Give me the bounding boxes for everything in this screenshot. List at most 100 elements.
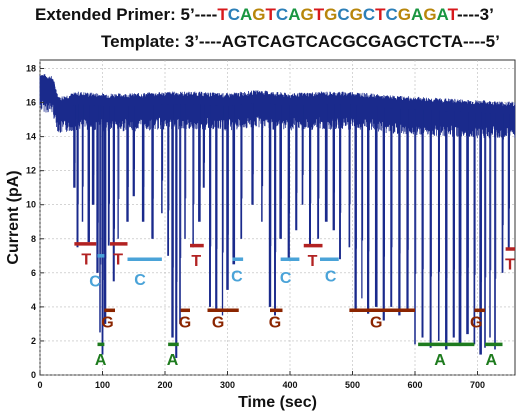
current-spike-61 [473,112,476,345]
extended-primer-sequence: Extended Primer: 5’----TCAGTCAGTGCGCTCGA… [0,5,525,25]
current-spike-25 [209,105,211,307]
current-spike-38 [301,105,304,205]
current-spike-1 [76,104,79,248]
current-spike-19 [175,104,178,358]
current-spike-32 [261,102,263,222]
y-tick-label-14: 14 [26,132,36,142]
x-tick-label-100: 100 [95,380,110,390]
primer-base-6: A [288,5,301,24]
current-spike-42 [332,104,335,231]
current-spike-66 [501,113,504,273]
level-label-C-12: C [280,270,292,287]
current-spike-33 [268,103,272,307]
current-spike-0 [73,105,76,188]
x-tick-label-400: 400 [282,380,297,390]
current-spike-4 [91,105,95,205]
primer-base-5: C [275,5,289,24]
primer-base-18: A [436,5,448,24]
current-spike-34 [274,104,276,316]
current-spike-45 [354,104,357,311]
current-spike-17 [167,104,170,256]
level-label-G-11: G [269,314,281,331]
current-spike-14 [141,105,145,222]
y-tick-label-8: 8 [31,234,36,244]
current-spike-13 [132,105,135,197]
level-label-G-7: G [179,314,191,331]
x-tick-label-200: 200 [157,380,172,390]
current-spike-48 [374,106,378,307]
current-spike-2 [81,104,84,222]
level-label-G-9: G [212,314,224,331]
current-spike-6 [99,105,101,333]
current-spike-53 [414,109,416,345]
y-tick-label-16: 16 [26,98,36,108]
current-spike-63 [484,113,486,348]
primer-base-1: C [227,5,240,24]
current-spike-58 [452,111,455,338]
level-label-A-18: A [485,352,497,369]
current-spike-22 [192,104,194,248]
y-tick-label-0: 0 [31,370,36,380]
current-spike-36 [287,105,290,260]
current-spike-57 [445,111,448,350]
current-spike-41 [324,104,328,222]
level-label-G-17: G [470,314,482,331]
current-spike-47 [367,105,370,314]
y-tick-label-2: 2 [31,336,36,346]
primer-base-13: T [375,5,386,24]
current-spike-37 [295,105,298,231]
primer-label: Extended Primer: [35,5,176,24]
level-label-A-3: A [95,352,107,369]
level-label-T-19: T [505,256,515,273]
level-label-G-15: G [370,314,382,331]
current-spike-7 [101,105,104,355]
current-spike-16 [161,104,163,214]
current-spike-52 [406,108,409,311]
current-spike-23 [198,104,201,222]
current-spike-5 [96,105,99,273]
y-tick-label-10: 10 [26,200,36,210]
level-label-A-16: A [434,352,446,369]
current-spike-11 [117,105,119,239]
current-spike-62 [479,112,482,355]
level-label-C-10: C [231,268,243,285]
primer-base-12: C [362,5,376,24]
level-label-T-8: T [191,253,201,270]
x-axis-label: Time (sec) [238,394,317,411]
x-tick-label-0: 0 [37,380,42,390]
current-spike-46 [361,105,363,299]
current-spike-27 [221,105,224,316]
primer-base-9: G [324,5,338,24]
level-label-A-6: A [167,352,179,369]
current-spike-50 [390,108,393,307]
y-tick-label-4: 4 [31,302,36,312]
current-spike-54 [421,109,424,338]
primer-base-10: C [337,5,350,24]
level-label-G-2: G [101,314,113,331]
level-label-C-14: C [325,268,337,285]
current-spike-29 [232,105,236,265]
current-spike-15 [151,104,154,239]
y-tick-label-12: 12 [26,166,36,176]
primer-bases: TCAGTCAGTGCGCTCGAGAT [217,5,457,24]
primer-base-14: C [385,5,398,24]
primer-base-17: G [423,5,437,24]
x-tick-label-500: 500 [345,380,360,390]
current-spike-10 [112,105,115,282]
current-spike-26 [215,105,218,311]
current-spike-18 [171,104,174,338]
template-sequence: Template: 3’----AGTCAGTCACGCGAGCTCTA----… [101,32,500,51]
current-spike-39 [308,104,312,246]
current-spike-64 [489,113,491,338]
y-axis-label: Current (pA) [5,170,22,264]
current-spike-55 [429,110,432,348]
level-label-C-5: C [134,272,146,289]
level-label-T-4: T [113,251,123,268]
current-spike-9 [107,105,110,246]
primer-base-4: T [265,5,276,24]
current-spike-44 [348,104,351,248]
x-tick-label-700: 700 [470,380,485,390]
current-spike-56 [437,110,440,341]
level-label-C-1: C [89,273,101,290]
